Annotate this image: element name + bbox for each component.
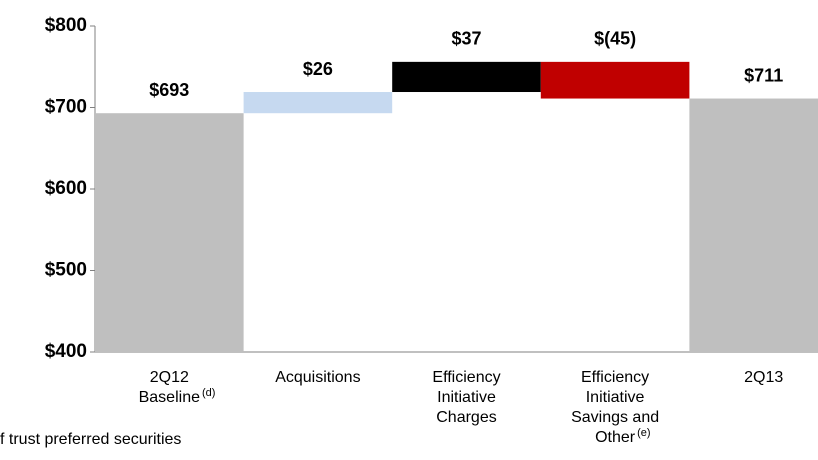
x-tick-label: 2Q12 [150,369,189,386]
value-label: $693 [149,80,189,100]
x-tick-label: 2Q13 [744,369,783,386]
footnote: f trust preferred securities [0,431,181,448]
y-tick-label: $600 [45,178,87,199]
y-tick-label: $700 [45,97,87,118]
x-tick-label: Initiative [586,389,645,406]
y-tick-label: $500 [45,260,87,281]
x-tick-label: Charges [436,409,496,426]
y-tick-label: $400 [45,341,87,362]
bar [243,92,393,114]
y-tick-label: $800 [45,15,87,36]
x-tick-label: Baseline [139,389,200,406]
x-tick-label: Acquisitions [275,369,360,386]
bar [392,61,541,93]
value-label: $37 [451,29,481,49]
value-label: $26 [303,59,333,79]
x-tick-label: Efficiency [432,369,500,386]
bar [540,61,690,99]
x-tick-label: Savings and [571,409,659,426]
value-label: $711 [744,65,783,85]
bar [689,98,818,352]
x-tick-label: Initiative [437,389,496,406]
category-note: (d) [202,387,215,399]
x-tick-label: Other [595,429,636,446]
bar [95,113,244,352]
x-tick-label: Efficiency [581,369,649,386]
category-note: (e) [637,427,650,439]
value-label: $(45) [594,29,636,49]
